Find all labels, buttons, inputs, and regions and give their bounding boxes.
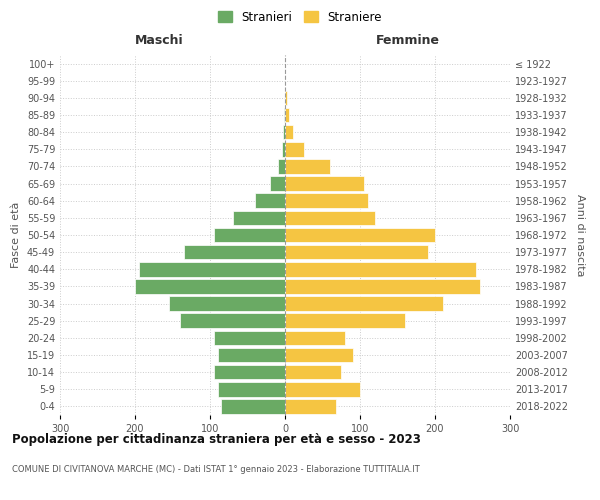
Bar xyxy=(233,210,285,225)
Bar xyxy=(285,108,289,122)
Bar xyxy=(270,176,285,191)
Bar xyxy=(285,176,364,191)
Bar xyxy=(214,330,285,345)
Bar xyxy=(285,399,336,413)
Bar xyxy=(214,365,285,380)
Bar xyxy=(285,314,405,328)
Legend: Stranieri, Straniere: Stranieri, Straniere xyxy=(213,6,387,28)
Bar xyxy=(285,348,353,362)
Bar xyxy=(180,314,285,328)
Text: COMUNE DI CIVITANOVA MARCHE (MC) - Dati ISTAT 1° gennaio 2023 - Elaborazione TUT: COMUNE DI CIVITANOVA MARCHE (MC) - Dati … xyxy=(12,466,420,474)
Bar xyxy=(285,296,443,311)
Bar xyxy=(285,90,287,105)
Bar xyxy=(285,228,435,242)
Bar xyxy=(285,262,476,276)
Bar xyxy=(218,382,285,396)
Bar xyxy=(283,125,285,140)
Bar xyxy=(255,194,285,208)
Bar xyxy=(221,399,285,413)
Bar xyxy=(184,245,285,260)
Bar xyxy=(285,194,367,208)
Bar xyxy=(285,159,330,174)
Bar xyxy=(139,262,285,276)
Bar xyxy=(285,279,480,293)
Bar xyxy=(285,125,293,140)
Bar xyxy=(277,159,285,174)
Text: Femmine: Femmine xyxy=(376,34,440,48)
Y-axis label: Fasce di età: Fasce di età xyxy=(11,202,21,268)
Text: Maschi: Maschi xyxy=(134,34,184,48)
Bar xyxy=(285,245,427,260)
Bar xyxy=(218,348,285,362)
Y-axis label: Anni di nascita: Anni di nascita xyxy=(575,194,585,276)
Bar xyxy=(285,365,341,380)
Bar xyxy=(285,210,375,225)
Bar xyxy=(284,108,285,122)
Bar xyxy=(285,142,304,156)
Bar xyxy=(169,296,285,311)
Bar xyxy=(135,279,285,293)
Bar xyxy=(214,228,285,242)
Bar xyxy=(282,142,285,156)
Text: Popolazione per cittadinanza straniera per età e sesso - 2023: Popolazione per cittadinanza straniera p… xyxy=(12,432,421,446)
Bar xyxy=(285,330,345,345)
Bar xyxy=(285,382,360,396)
